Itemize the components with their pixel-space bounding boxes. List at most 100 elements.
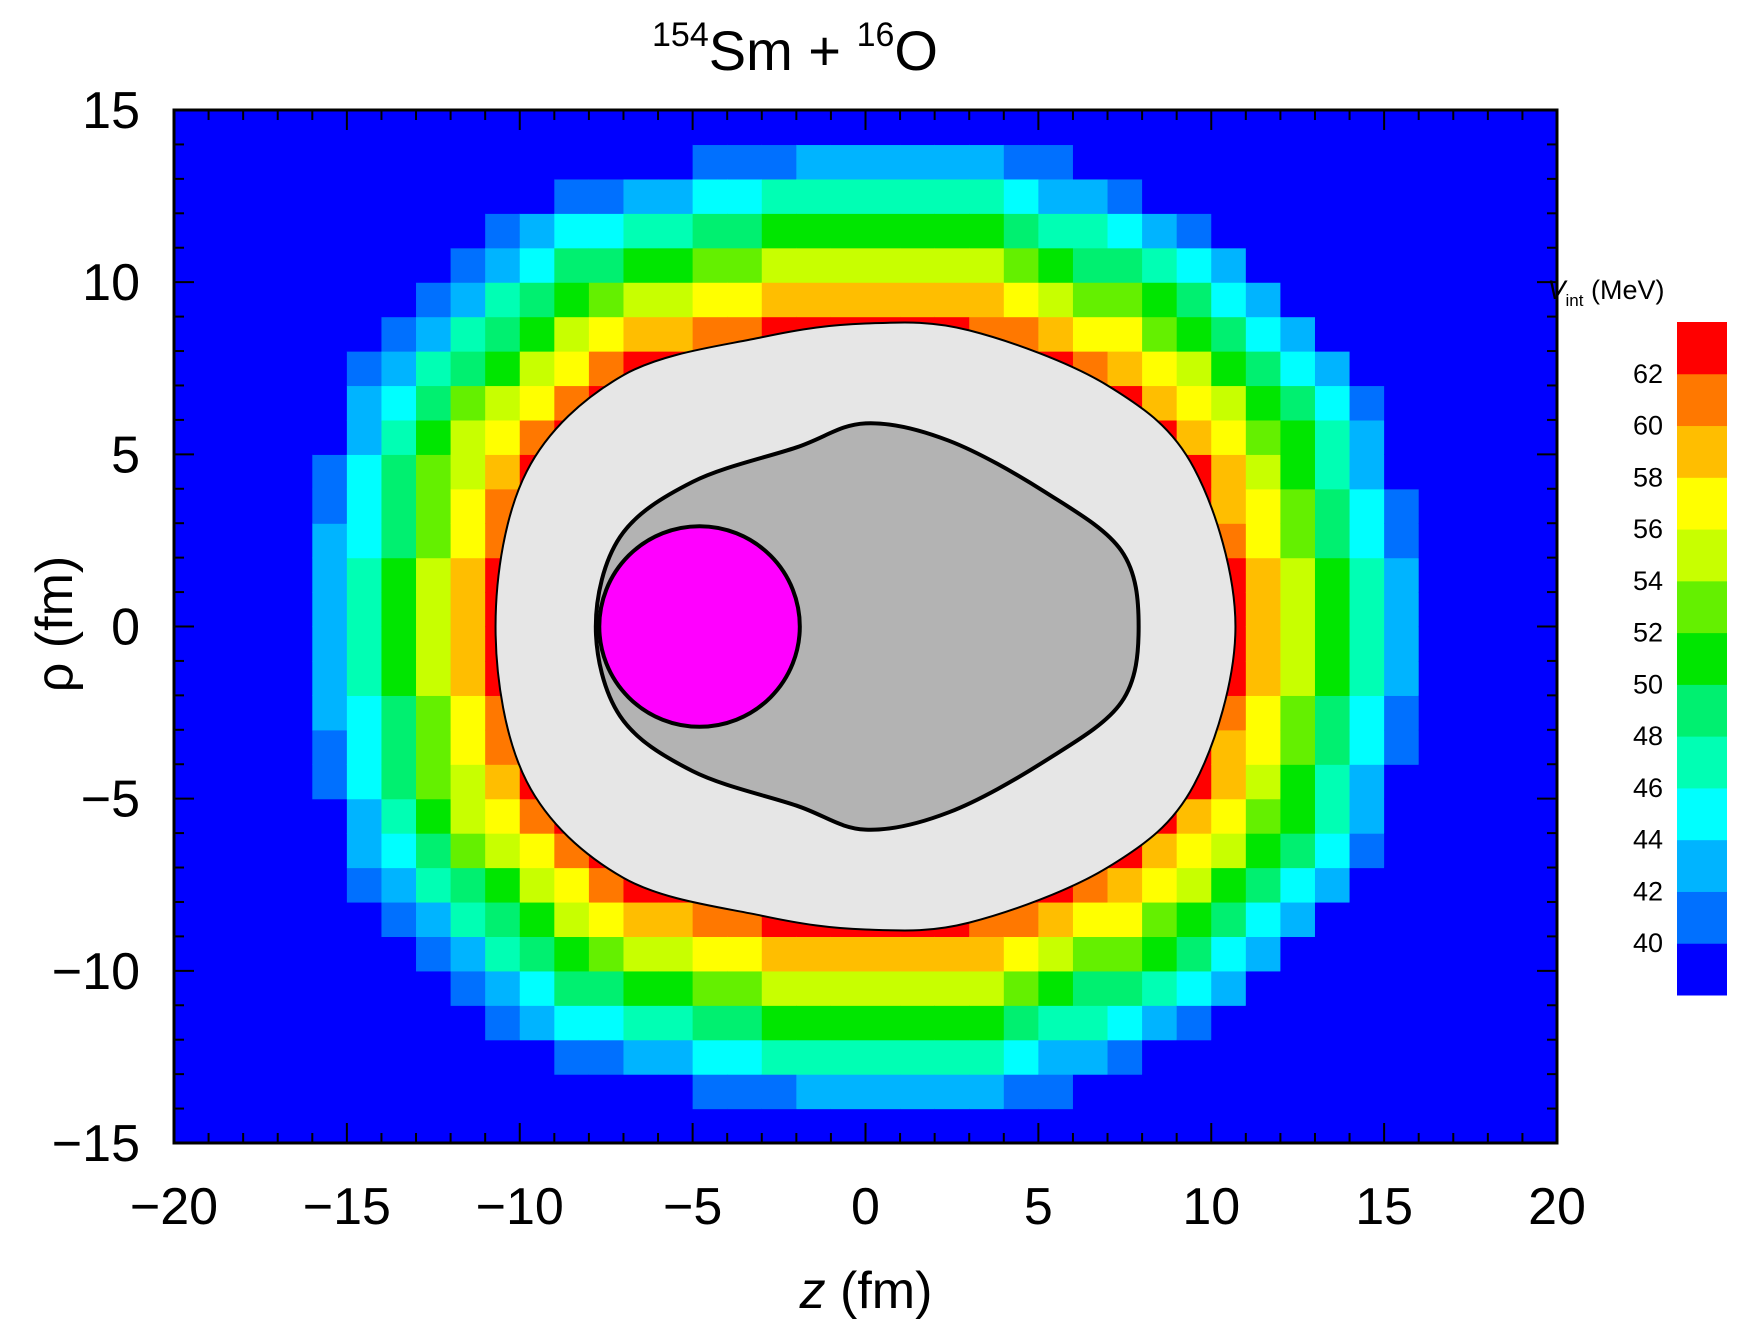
heatmap-cell	[1487, 247, 1524, 283]
heatmap-cell	[485, 110, 521, 146]
heatmap-cell	[1522, 454, 1558, 490]
heatmap-cell	[1418, 385, 1454, 421]
heatmap-cell	[554, 247, 590, 283]
colorbar-tick-label: 44	[1633, 825, 1663, 855]
nuclear-shapes	[494, 321, 1237, 932]
heatmap-cell	[900, 970, 936, 1006]
heatmap-cell	[658, 970, 694, 1006]
heatmap-cell	[450, 592, 486, 628]
heatmap-cell	[1176, 144, 1212, 180]
heatmap-cell	[1314, 936, 1351, 972]
heatmap-cell	[1176, 316, 1212, 352]
heatmap-cell	[934, 282, 970, 318]
heatmap-cell	[1487, 695, 1524, 731]
heatmap-cell	[243, 419, 279, 455]
heatmap-cell	[1245, 488, 1281, 524]
heatmap-cell	[312, 1108, 348, 1144]
heatmap-cell	[1245, 385, 1281, 421]
heatmap-cell	[1453, 385, 1489, 421]
heatmap-cell	[208, 901, 244, 937]
colorbar-tick-label: 42	[1633, 876, 1663, 906]
heatmap-cell	[658, 110, 694, 146]
heatmap-cell	[1418, 798, 1454, 834]
heatmap-cell	[658, 178, 694, 214]
heatmap-cell	[1522, 833, 1558, 869]
heatmap-cell	[277, 557, 313, 593]
heatmap-cell	[1349, 557, 1385, 593]
heatmap-cell	[1453, 316, 1489, 352]
heatmap-cell	[1245, 592, 1281, 628]
heatmap-cell	[1487, 419, 1524, 455]
heatmap-cell	[1384, 178, 1420, 214]
heatmap-cell	[1142, 110, 1178, 146]
heatmap-cell	[1211, 351, 1247, 387]
heatmap-cell	[1245, 213, 1281, 249]
heatmap-cell	[692, 1074, 728, 1110]
heatmap-cell	[900, 282, 936, 318]
heatmap-cell	[1453, 213, 1489, 249]
heatmap-cell	[346, 1108, 383, 1144]
heatmap-cell	[658, 213, 694, 249]
heatmap-cell	[1384, 557, 1420, 593]
heatmap-cell	[312, 385, 348, 421]
heatmap-cell	[1453, 833, 1489, 869]
heatmap-cell	[934, 1074, 970, 1110]
heatmap-cell	[1522, 178, 1558, 214]
heatmap-cell	[450, 729, 486, 765]
heatmap-cell	[969, 1074, 1005, 1110]
heatmap-cell	[174, 764, 210, 800]
heatmap-cell	[1142, 867, 1178, 903]
heatmap-cell	[174, 213, 210, 249]
heatmap-cell	[416, 178, 452, 214]
heatmap-cell	[277, 144, 313, 180]
heatmap-cell	[1349, 867, 1385, 903]
heatmap-cell	[1384, 867, 1420, 903]
heatmap-cell	[381, 764, 417, 800]
heatmap-cell	[1453, 1108, 1489, 1144]
heatmap-cell	[243, 695, 279, 731]
heatmap-cell	[450, 419, 486, 455]
heatmap-cell	[588, 213, 625, 249]
heatmap-cell	[243, 282, 279, 318]
heatmap-cell	[1245, 282, 1281, 318]
heatmap-cell	[1176, 936, 1212, 972]
heatmap-cell	[900, 1074, 936, 1110]
heatmap-cell	[312, 660, 348, 696]
heatmap-cell	[174, 1039, 210, 1075]
heatmap-cell	[1176, 385, 1212, 421]
heatmap-cell	[1280, 1039, 1316, 1075]
heatmap-cell	[1003, 213, 1039, 249]
heatmap-cell	[1245, 1005, 1281, 1041]
heatmap-cell	[1522, 729, 1558, 765]
heatmap-cell	[208, 523, 244, 559]
heatmap-cell	[1522, 110, 1558, 146]
heatmap-cell	[900, 178, 936, 214]
heatmap-cell	[1453, 901, 1489, 937]
heatmap-cell	[969, 178, 1005, 214]
heatmap-cell	[312, 178, 348, 214]
sm154-nucleus	[593, 421, 1141, 832]
heatmap-cell	[1453, 419, 1489, 455]
heatmap-cell	[588, 316, 625, 352]
heatmap-cell	[208, 798, 244, 834]
heatmap-cell	[1211, 419, 1247, 455]
heatmap-cell	[1453, 247, 1489, 283]
colorbar-band	[1677, 787, 1727, 841]
heatmap-cell	[1453, 110, 1489, 146]
heatmap-cell	[1453, 729, 1489, 765]
heatmap-cell	[796, 1074, 832, 1110]
heatmap-cell	[1418, 1039, 1454, 1075]
heatmap-cell	[761, 282, 797, 318]
heatmap-cell	[865, 144, 901, 180]
heatmap-cell	[1314, 213, 1351, 249]
heatmap-cell	[1349, 282, 1385, 318]
heatmap-cell	[346, 626, 383, 662]
heatmap-cell	[1176, 351, 1212, 387]
heatmap-cell	[761, 144, 797, 180]
colorbar-band	[1677, 684, 1727, 737]
heatmap-cell	[381, 626, 417, 662]
heatmap-cell	[485, 144, 521, 180]
heatmap-cell	[1349, 454, 1385, 490]
heatmap-cell	[1453, 867, 1489, 903]
